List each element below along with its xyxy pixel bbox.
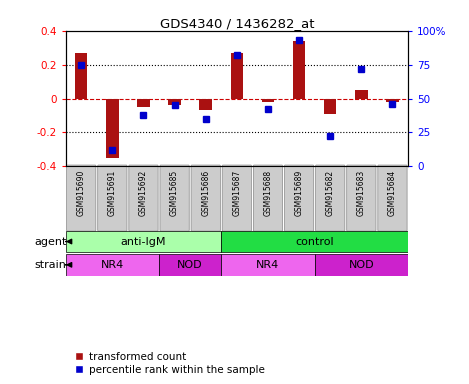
Text: GSM915692: GSM915692 (139, 169, 148, 216)
Bar (231, 53, 243, 99)
FancyBboxPatch shape (347, 165, 376, 231)
FancyBboxPatch shape (98, 165, 127, 231)
Text: GSM915686: GSM915686 (201, 169, 210, 216)
Text: GSM915684: GSM915684 (388, 169, 397, 216)
FancyBboxPatch shape (378, 165, 407, 231)
Text: agent: agent (34, 237, 66, 247)
Bar (386, 99, 399, 102)
Text: strain: strain (34, 260, 66, 270)
FancyBboxPatch shape (285, 165, 314, 231)
FancyBboxPatch shape (253, 165, 283, 231)
FancyBboxPatch shape (66, 254, 159, 276)
Bar (293, 41, 305, 99)
FancyBboxPatch shape (222, 165, 251, 231)
Text: GSM915687: GSM915687 (232, 169, 242, 216)
Text: NR4: NR4 (101, 260, 124, 270)
Text: GSM915690: GSM915690 (77, 169, 86, 216)
Text: anti-IgM: anti-IgM (121, 237, 166, 247)
Title: GDS4340 / 1436282_at: GDS4340 / 1436282_at (159, 17, 314, 30)
FancyBboxPatch shape (221, 231, 408, 252)
FancyBboxPatch shape (191, 165, 220, 231)
FancyBboxPatch shape (160, 165, 189, 231)
Text: GSM915683: GSM915683 (357, 169, 366, 216)
FancyBboxPatch shape (315, 254, 408, 276)
Text: NR4: NR4 (257, 260, 280, 270)
Text: GSM915685: GSM915685 (170, 169, 179, 216)
Text: GSM915682: GSM915682 (325, 169, 335, 215)
Text: NOD: NOD (177, 260, 203, 270)
Bar (324, 99, 336, 114)
Text: NOD: NOD (348, 260, 374, 270)
FancyBboxPatch shape (159, 254, 221, 276)
FancyBboxPatch shape (129, 165, 158, 231)
Bar (199, 99, 212, 110)
Bar (355, 90, 368, 99)
Text: GSM915689: GSM915689 (295, 169, 303, 216)
Bar (137, 99, 150, 107)
FancyBboxPatch shape (66, 231, 221, 252)
Bar (75, 53, 87, 99)
FancyBboxPatch shape (221, 254, 315, 276)
Text: control: control (295, 237, 334, 247)
Bar (168, 99, 181, 105)
FancyBboxPatch shape (316, 165, 345, 231)
Bar (106, 99, 119, 158)
FancyBboxPatch shape (67, 165, 96, 231)
Bar (262, 99, 274, 102)
Legend: transformed count, percentile rank within the sample: transformed count, percentile rank withi… (71, 348, 269, 379)
Text: GSM915691: GSM915691 (108, 169, 117, 216)
Text: GSM915688: GSM915688 (264, 169, 272, 215)
